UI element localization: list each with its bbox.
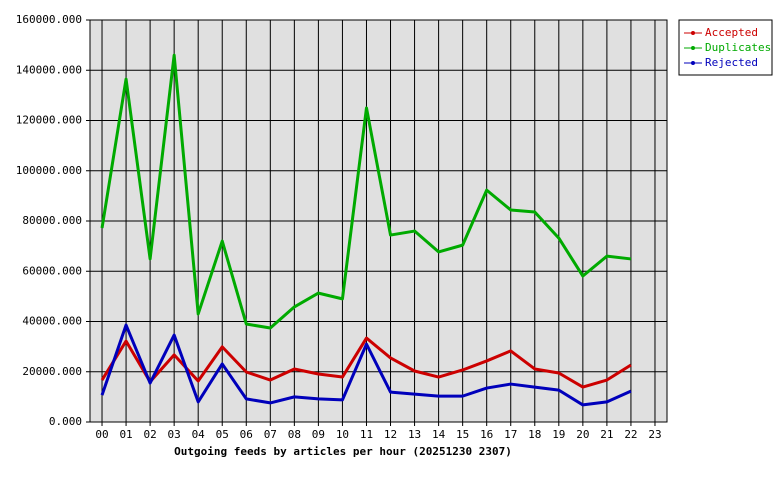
x-tick-label: 20	[576, 428, 589, 441]
x-tick-label: 04	[192, 428, 206, 441]
x-tick-label: 07	[264, 428, 277, 441]
y-tick-label: 40000.000	[22, 315, 82, 328]
x-tick-label: 21	[600, 428, 613, 441]
x-tick-label: 01	[119, 428, 132, 441]
y-tick-label: 60000.000	[22, 264, 82, 277]
x-tick-label: 02	[143, 428, 156, 441]
x-tick-label: 22	[624, 428, 637, 441]
x-tick-label: 13	[408, 428, 421, 441]
x-tick-label: 09	[312, 428, 325, 441]
chart-title: Outgoing feeds by articles per hour (202…	[174, 445, 512, 458]
legend-label: Duplicates	[705, 41, 771, 54]
x-tick-label: 23	[648, 428, 661, 441]
x-tick-label: 00	[95, 428, 108, 441]
x-tick-label: 14	[432, 428, 446, 441]
x-tick-label: 19	[552, 428, 565, 441]
x-tick-label: 16	[480, 428, 493, 441]
y-tick-label: 20000.000	[22, 365, 82, 378]
y-tick-label: 120000.000	[16, 114, 82, 127]
x-tick-label: 17	[504, 428, 517, 441]
y-tick-label: 160000.000	[16, 13, 82, 26]
series-line	[100, 323, 632, 407]
x-tick-label: 06	[240, 428, 253, 441]
x-tick-label: 11	[360, 428, 373, 441]
y-tick-label: 80000.000	[22, 214, 82, 227]
x-tick-label: 12	[384, 428, 397, 441]
legend-dot	[691, 31, 695, 35]
x-tick-label: 18	[528, 428, 541, 441]
y-tick-label: 0.000	[49, 415, 82, 428]
series-line	[100, 336, 632, 389]
x-tick-label: 05	[216, 428, 229, 441]
legend-dot	[691, 46, 695, 50]
x-tick-label: 10	[336, 428, 349, 441]
series-line	[100, 53, 632, 330]
legend-dot	[691, 61, 695, 65]
y-tick-label: 100000.000	[16, 164, 82, 177]
x-tick-label: 03	[168, 428, 181, 441]
legend-label: Rejected	[705, 56, 758, 69]
legend-label: Accepted	[705, 26, 758, 39]
x-tick-label: 15	[456, 428, 469, 441]
x-tick-label: 08	[288, 428, 301, 441]
y-tick-label: 140000.000	[16, 63, 82, 76]
